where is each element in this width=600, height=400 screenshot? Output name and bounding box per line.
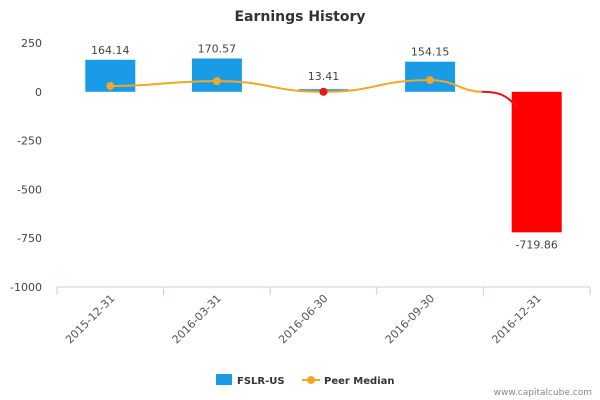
peer-median-line-layer (106, 76, 518, 108)
legend-label-fslr[interactable]: FSLR-US (237, 376, 285, 387)
chart-title: Earnings History (234, 9, 365, 25)
bar-data-label: 13.41 (308, 70, 340, 83)
x-tick-label: 2015-12-31 (63, 292, 117, 346)
bar-fslr-us (511, 91, 562, 233)
peer-median-point (426, 76, 435, 85)
y-tick-label: -500 (17, 183, 42, 196)
legend-swatch-fslr (216, 374, 232, 385)
legend-swatch-peer-marker (307, 376, 315, 384)
peer-median-point (319, 87, 328, 96)
y-tick-label: 0 (35, 86, 42, 99)
data-labels-layer: 164.14 170.57 13.41 154.15 -719.86 (91, 43, 558, 252)
bar-data-label: 170.57 (198, 43, 237, 56)
y-tick-label: -750 (17, 232, 42, 245)
bar-data-label: 154.15 (411, 46, 450, 59)
peer-median-point (106, 81, 115, 90)
y-tick-label: -1000 (10, 281, 42, 294)
bar-fslr-us (191, 58, 242, 92)
peer-median-point (212, 77, 221, 86)
x-tick-label: 2016-06-30 (276, 292, 330, 346)
x-tick-label: 2016-12-31 (489, 292, 543, 346)
x-tick-label: 2016-09-30 (383, 292, 437, 346)
legend: FSLR-US Peer Median (216, 374, 395, 387)
y-tick-label: 250 (21, 37, 42, 50)
x-tick-label: 2016-03-31 (170, 292, 224, 346)
peer-median-line (108, 79, 431, 93)
bar-data-label: 164.14 (91, 44, 130, 57)
peer-median-line-tail (430, 79, 482, 93)
y-tick-label: -250 (17, 135, 42, 148)
bar-data-label: -719.86 (515, 238, 557, 251)
credit-text: www.capitalcube.com (494, 388, 592, 398)
peer-median-line-negative-segment (481, 90, 518, 108)
legend-label-peer[interactable]: Peer Median (324, 376, 395, 387)
